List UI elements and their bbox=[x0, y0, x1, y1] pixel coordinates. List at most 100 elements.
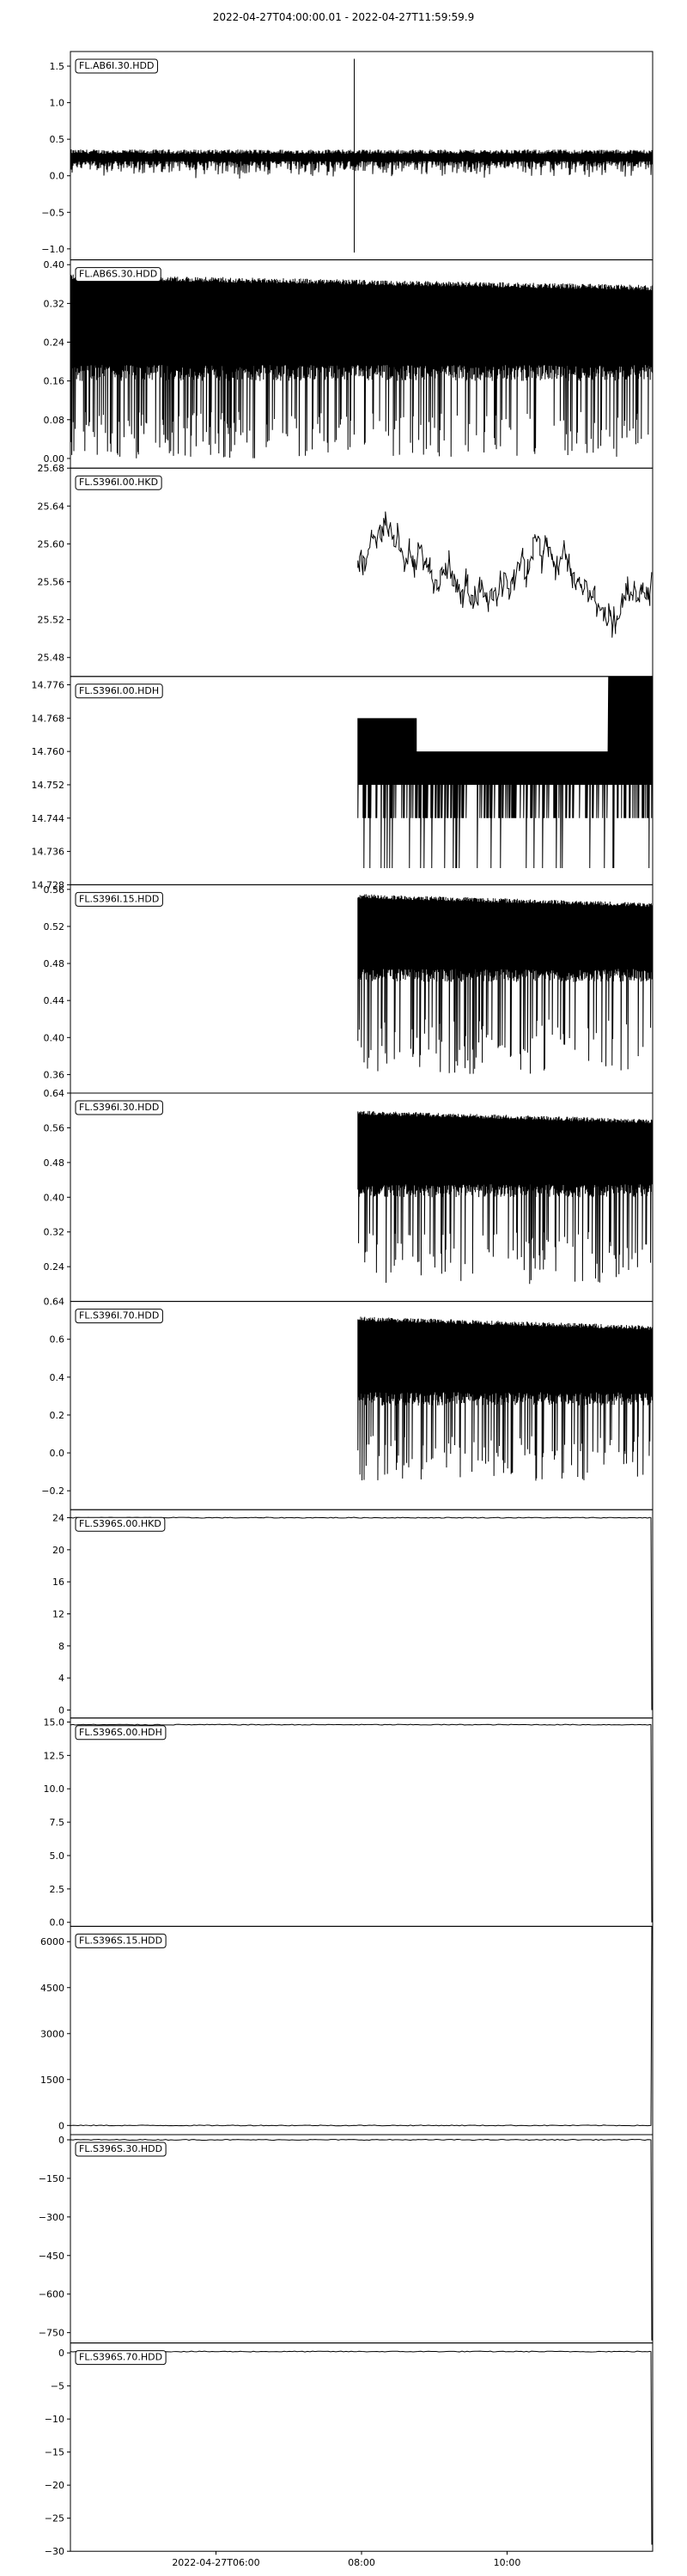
y-tick-label: −600 bbox=[39, 2289, 64, 2300]
x-tick-label: 10:00 bbox=[494, 2557, 521, 2568]
y-tick-label: 4 bbox=[58, 1673, 64, 1684]
trace-panel: −0.2 0.0 0.2 0.4 0.6 0.64 FL.S396I.70.HDD bbox=[41, 1297, 654, 1510]
trace-panel: 0 1500 3000 4500 6000 FL.S396S.15.HDD bbox=[40, 1925, 654, 2136]
y-tick-label: 1500 bbox=[40, 2075, 64, 2086]
y-tick-label: 14.736 bbox=[32, 847, 65, 858]
panel-frame bbox=[70, 2134, 654, 2344]
figure-title: 2022-04-27T04:00:00.01 - 2022-04-27T11:5… bbox=[213, 11, 474, 23]
y-tick-label: 0.08 bbox=[44, 415, 65, 426]
y-tick-label: 20 bbox=[52, 1545, 64, 1556]
y-tick-label: −15 bbox=[45, 2447, 64, 2458]
y-tick-label: 6000 bbox=[40, 1936, 64, 1947]
channel-label: FL.S396I.00.HDH bbox=[75, 683, 163, 699]
channel-label-text: FL.S396S.00.HDH bbox=[79, 1727, 162, 1738]
channel-label-text: FL.S396S.00.HKD bbox=[79, 1518, 161, 1529]
y-tick-label: 0.52 bbox=[44, 921, 65, 933]
channel-label: FL.AB6I.30.HDD bbox=[75, 58, 158, 74]
trace-panel: 0.24 0.32 0.40 0.48 0.56 0.64 FL.S396I.30.HDD bbox=[44, 1088, 654, 1303]
y-tick-label: 14.728 bbox=[32, 879, 65, 890]
channel-label-text: FL.AB6S.30.HDD bbox=[79, 269, 157, 280]
y-tick-label: 1.5 bbox=[50, 61, 65, 72]
panel-frame bbox=[70, 2342, 654, 2552]
channel-label: FL.S396S.00.HKD bbox=[75, 1516, 166, 1532]
channel-label-box bbox=[75, 683, 163, 699]
y-tick-label: 0.44 bbox=[44, 995, 65, 1006]
y-tick-label: 7.5 bbox=[50, 1817, 65, 1828]
y-tick-label: 0.40 bbox=[44, 1192, 65, 1203]
channel-label-box bbox=[75, 2142, 167, 2157]
trace-line bbox=[70, 58, 653, 253]
trace-panel: 0.00 0.08 0.16 0.24 0.32 0.40 FL.AB6S.30.HDD bbox=[44, 259, 654, 469]
trace-line bbox=[357, 676, 653, 868]
y-tick-label: 14.760 bbox=[32, 746, 65, 757]
y-tick-label: 0.36 bbox=[44, 1069, 65, 1080]
y-tick-label: 0.64 bbox=[44, 1297, 65, 1308]
y-tick-label: −20 bbox=[45, 2480, 64, 2491]
y-tick-label: 16 bbox=[52, 1577, 64, 1588]
channel-label-box bbox=[75, 267, 161, 283]
y-tick-label: 24 bbox=[52, 1513, 64, 1524]
panel-frame bbox=[70, 1925, 654, 2136]
y-tick-label: 5.0 bbox=[50, 1850, 65, 1862]
trace-line bbox=[70, 274, 653, 459]
y-tick-label: 0.56 bbox=[44, 884, 65, 896]
y-tick-label: 25.64 bbox=[38, 501, 65, 512]
y-tick-label: 0.48 bbox=[44, 958, 65, 969]
y-tick-label: 0.48 bbox=[44, 1157, 65, 1169]
y-tick-label: 25.68 bbox=[38, 463, 65, 474]
y-tick-label: 0.5 bbox=[50, 134, 65, 145]
y-tick-label: 0.40 bbox=[44, 1032, 65, 1043]
y-tick-label: 0 bbox=[58, 2120, 64, 2131]
y-tick-label: 25.56 bbox=[38, 577, 65, 588]
y-tick-label: 15.0 bbox=[44, 1716, 65, 1728]
channel-label-box bbox=[75, 891, 163, 907]
channel-label: FL.S396I.30.HDD bbox=[75, 1100, 163, 1115]
y-tick-label: −5 bbox=[51, 2381, 64, 2392]
y-tick-label: 0.32 bbox=[44, 298, 65, 309]
y-tick-label: 0.0 bbox=[50, 171, 65, 182]
trace-line bbox=[70, 2138, 653, 2341]
y-tick-label: 10.0 bbox=[44, 1783, 65, 1795]
trace-panel: 25.48 25.52 25.56 25.60 25.64 25.68 FL.S396I.0… bbox=[38, 463, 654, 677]
channel-label: FL.AB6S.30.HDD bbox=[75, 267, 161, 283]
y-tick-label: 0.24 bbox=[44, 1261, 65, 1273]
y-tick-label: −10 bbox=[45, 2414, 64, 2425]
channel-label-text: FL.S396I.00.HKD bbox=[79, 477, 158, 488]
channel-label: FL.S396S.30.HDD bbox=[75, 2142, 167, 2157]
time-axis: 2022-04-27T06:00 08:00 10:00 bbox=[172, 2551, 520, 2568]
y-tick-label: 0.4 bbox=[50, 1372, 65, 1383]
channel-label-box bbox=[75, 475, 162, 490]
y-tick-label: 14.776 bbox=[32, 680, 65, 691]
y-tick-label: −450 bbox=[39, 2251, 64, 2262]
y-tick-label: −750 bbox=[39, 2328, 64, 2339]
y-tick-label: 4500 bbox=[40, 1983, 64, 1994]
channel-label-text: FL.S396S.70.HDD bbox=[79, 2352, 162, 2363]
y-tick-label: −300 bbox=[39, 2212, 64, 2223]
y-tick-label: 25.52 bbox=[38, 615, 65, 626]
channel-label-box bbox=[75, 1933, 167, 1948]
channel-label: FL.S396S.00.HDH bbox=[75, 1725, 167, 1741]
y-tick-label: −1.0 bbox=[41, 244, 64, 255]
trace-line bbox=[357, 1316, 653, 1481]
y-tick-label: 25.48 bbox=[38, 653, 65, 664]
channel-label-text: FL.S396I.00.HDH bbox=[79, 685, 159, 696]
y-tick-label: 0 bbox=[58, 2135, 64, 2146]
trace-line bbox=[357, 511, 653, 638]
trace-line bbox=[70, 1516, 653, 1710]
trace-panel: −750 −600 −450 −300 −150 0 FL.S396S.30.HDD bbox=[39, 2134, 654, 2344]
channel-label-text: FL.S396I.15.HDD bbox=[79, 893, 159, 904]
trace-panel: 14.728 14.736 14.744 14.752 14.760 14.768 14.7… bbox=[32, 676, 654, 890]
trace-panel: 0.0 2.5 5.0 7.5 10.0 12.5 15.0 FL.S396S.00.HDH bbox=[44, 1716, 654, 1929]
y-tick-label: 0.32 bbox=[44, 1227, 65, 1238]
y-tick-label: 0.6 bbox=[50, 1334, 65, 1346]
channel-label: FL.S396I.00.HKD bbox=[75, 475, 162, 490]
y-tick-label: 0 bbox=[58, 1704, 64, 1716]
y-tick-label: 0.16 bbox=[44, 376, 65, 387]
x-tick-label: 08:00 bbox=[348, 2557, 375, 2568]
trace-line bbox=[357, 1110, 653, 1285]
channel-label-box bbox=[75, 58, 158, 74]
y-tick-label: 0.56 bbox=[44, 1122, 65, 1133]
trace-line bbox=[357, 894, 653, 1074]
trace-panel: 0 4 8 12 16 20 24 FL.S396S.00.HKD bbox=[52, 1509, 654, 1719]
